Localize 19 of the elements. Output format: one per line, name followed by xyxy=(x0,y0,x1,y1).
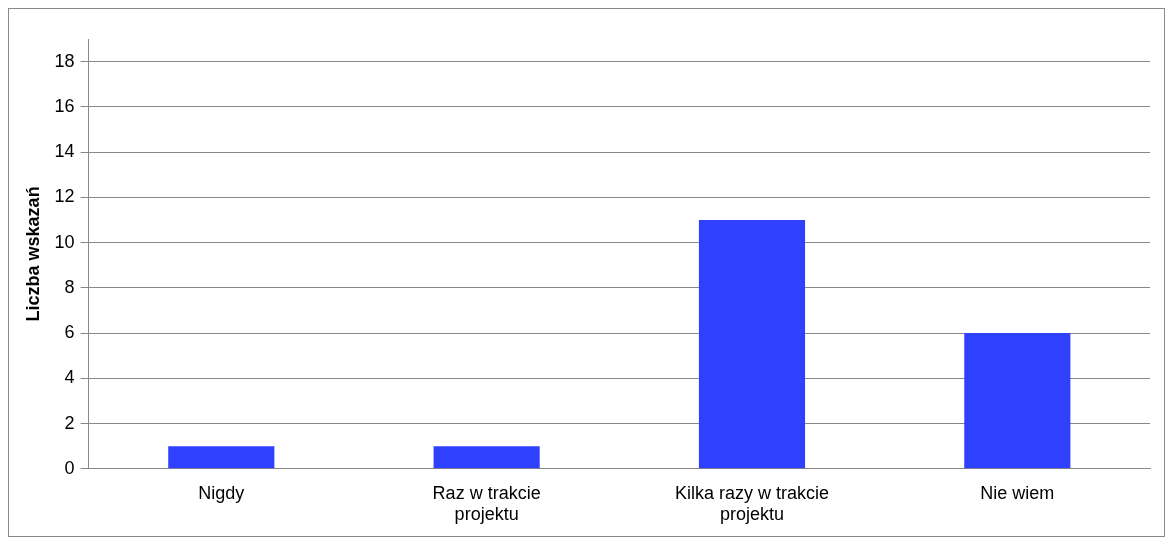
x-tick-label: Nigdy xyxy=(198,482,245,503)
y-tick-label: 12 xyxy=(54,186,75,207)
bar xyxy=(964,333,1071,469)
bar xyxy=(698,219,806,469)
y-tick-label: 2 xyxy=(64,412,75,433)
y-axis-title: Liczba wskazań xyxy=(22,186,43,322)
y-tick-label: 10 xyxy=(54,231,75,252)
x-tick-label: Kilka razy w trakcie projektu xyxy=(674,482,830,525)
bar xyxy=(168,446,275,469)
y-tick-label: 14 xyxy=(54,141,75,162)
y-tick-label: 6 xyxy=(64,322,75,343)
x-tick-label: Nie wiem xyxy=(980,482,1055,503)
y-tick-label: 18 xyxy=(54,50,75,71)
x-tick-label: Raz w trakcie projektu xyxy=(432,482,541,525)
y-tick-label: 0 xyxy=(64,457,75,478)
y-tick-label: 8 xyxy=(64,276,75,297)
y-tick-label: 4 xyxy=(64,367,75,388)
bar xyxy=(433,446,540,469)
y-tick-label: 16 xyxy=(54,95,75,116)
